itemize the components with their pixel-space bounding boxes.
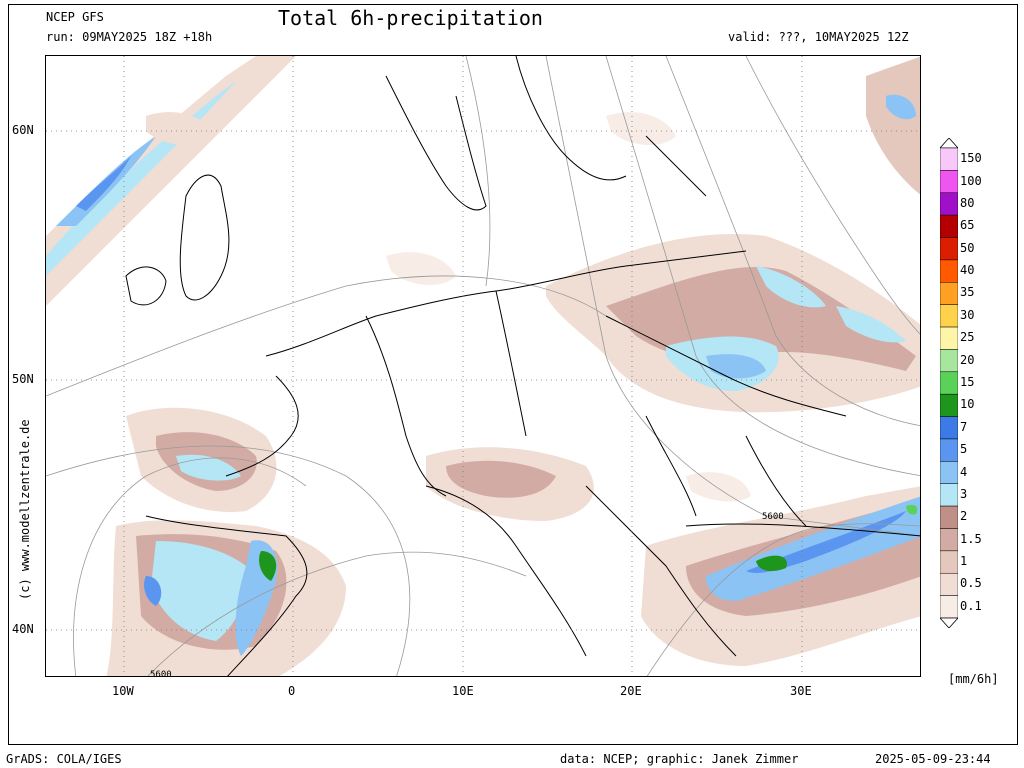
contour-label: 5600 (762, 512, 784, 522)
geopotential-contours (46, 56, 920, 676)
colorbar-swatch (940, 371, 958, 395)
footer-credit: data: NCEP; graphic: Janek Zimmer (560, 752, 799, 766)
colorbar-level-label: 10 (960, 397, 975, 412)
colorbar-level-label: 7 (960, 419, 968, 434)
colorbar-level-label: 80 (960, 195, 975, 210)
lat-label: 60N (12, 123, 34, 137)
chart-title: Total 6h-precipitation (278, 6, 543, 30)
model-name: NCEP GFS (46, 10, 104, 24)
latlon-grid (46, 56, 920, 676)
lon-label: 30E (790, 684, 812, 698)
colorbar-swatch (940, 528, 958, 552)
colorbar-swatch (940, 349, 958, 373)
colorbar-swatch (940, 505, 958, 529)
colorbar-swatch (940, 461, 958, 484)
colorbar-swatch (940, 282, 958, 305)
run-info: run: 09MAY2025 18Z +18h (46, 30, 213, 44)
colorbar-swatch (940, 595, 958, 619)
colorbar-swatch (940, 416, 958, 440)
colorbar-level-label: 35 (960, 285, 975, 300)
colorbar-level-label: 100 (960, 173, 982, 188)
colorbar-level-label: 0.1 (960, 598, 982, 613)
colorbar-level-label: 2 (960, 509, 968, 524)
colorbar-swatch (940, 483, 958, 507)
lat-label: 50N (12, 372, 34, 386)
colorbar-swatch (940, 326, 958, 350)
footer-left: GrADS: COLA/IGES (6, 752, 122, 766)
lon-label: 10W (112, 684, 134, 698)
colorbar-level-label: 3 (960, 486, 968, 501)
figure-frame (8, 4, 1018, 745)
lat-label: 40N (12, 622, 34, 636)
lon-label: 10E (452, 684, 474, 698)
colorbar-svg (940, 138, 958, 628)
coastlines-borders (125, 56, 920, 676)
colorbar-level-label: 5 (960, 442, 968, 457)
colorbar (940, 138, 958, 628)
colorbar-level-label: 40 (960, 263, 975, 278)
colorbar-level-label: 65 (960, 218, 975, 233)
footer-timestamp: 2025-05-09-23:44 (875, 752, 991, 766)
precipitation-map: 5600 5600 (45, 55, 921, 677)
colorbar-swatch (940, 572, 958, 596)
colorbar-level-label: 15 (960, 375, 975, 389)
colorbar-level-label: 0.5 (960, 576, 982, 591)
colorbar-swatch (940, 237, 958, 261)
colorbar-swatch (940, 304, 958, 328)
unit-label: [mm/6h] (948, 672, 999, 686)
valid-time: valid: ???, 10MAY2025 12Z (728, 30, 909, 44)
colorbar-swatch (940, 393, 958, 417)
colorbar-level-label: 30 (960, 307, 975, 322)
colorbar-swatch (940, 550, 958, 574)
colorbar-swatch (940, 192, 958, 216)
watermark: (c) www.modellzentrale.de (18, 419, 32, 600)
contour-label: 5600 (150, 670, 172, 677)
colorbar-level-label: 1.5 (960, 531, 982, 546)
colorbar-top-arrow (940, 138, 958, 149)
precip-fields (46, 56, 920, 676)
colorbar-swatch (940, 214, 958, 238)
colorbar-level-label: 150 (960, 151, 982, 166)
colorbar-swatch (940, 259, 958, 283)
colorbar-level-label: 20 (960, 352, 975, 367)
map-canvas: 5600 5600 (46, 56, 920, 677)
colorbar-swatch (940, 438, 958, 462)
colorbar-level-label: 25 (960, 330, 975, 345)
lon-label: 0 (288, 684, 296, 698)
lon-label: 20E (620, 684, 642, 698)
colorbar-swatch (940, 170, 958, 194)
colorbar-level-label: 50 (960, 240, 975, 255)
colorbar-level-label: 4 (960, 464, 968, 479)
colorbar-bottom-arrow (940, 617, 958, 628)
colorbar-swatch (940, 147, 958, 171)
colorbar-level-label: 1 (960, 554, 968, 569)
